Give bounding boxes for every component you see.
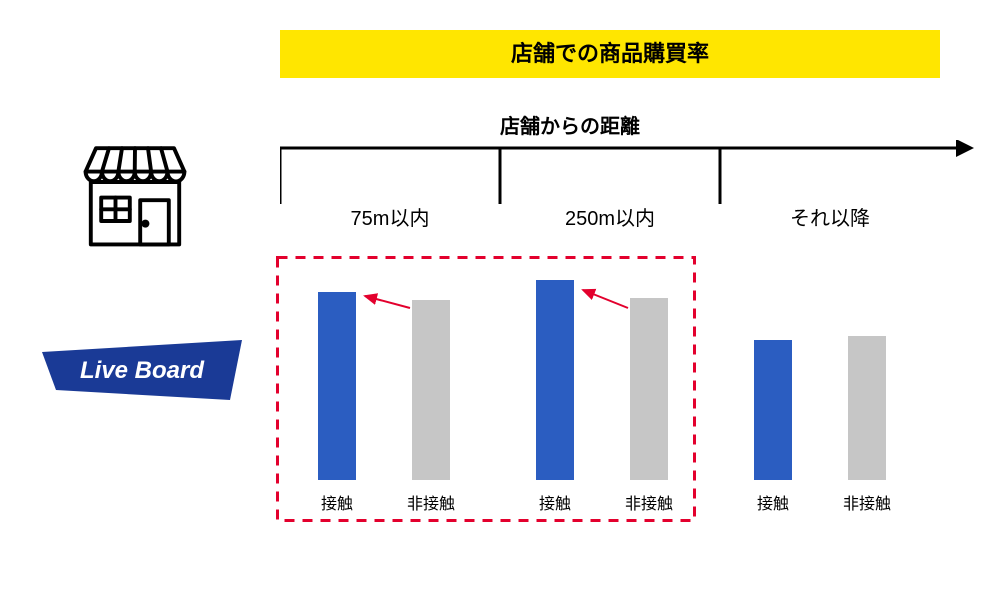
bar-label: 接触 bbox=[298, 490, 376, 514]
liveboard-logo: Live Board bbox=[42, 340, 242, 400]
bar bbox=[536, 280, 574, 480]
bar bbox=[318, 292, 356, 480]
bar bbox=[848, 336, 886, 480]
store-icon bbox=[70, 130, 200, 260]
bar bbox=[630, 298, 668, 480]
segment-label: それ以降 bbox=[760, 202, 900, 231]
bar-label: 非接触 bbox=[392, 490, 470, 514]
bar bbox=[754, 340, 792, 480]
distance-axis bbox=[280, 140, 974, 210]
segment-label: 250m以内 bbox=[540, 202, 680, 231]
bar-label: 非接触 bbox=[610, 490, 688, 514]
axis-subtitle: 店舗からの距離 bbox=[500, 110, 640, 139]
title-banner: 店舗での商品購買率 bbox=[280, 30, 940, 78]
svg-text:Live Board: Live Board bbox=[80, 357, 205, 384]
lift-arrow-icon bbox=[571, 278, 640, 320]
lift-arrow-icon bbox=[353, 284, 422, 320]
bar-label: 接触 bbox=[516, 490, 594, 514]
subtitle-text: 店舗からの距離 bbox=[500, 116, 640, 138]
bar-label: 非接触 bbox=[828, 490, 906, 514]
bar-label: 接触 bbox=[734, 490, 812, 514]
title-text: 店舗での商品購買率 bbox=[511, 41, 709, 66]
segment-label: 75m以内 bbox=[320, 202, 460, 231]
bar bbox=[412, 300, 450, 480]
